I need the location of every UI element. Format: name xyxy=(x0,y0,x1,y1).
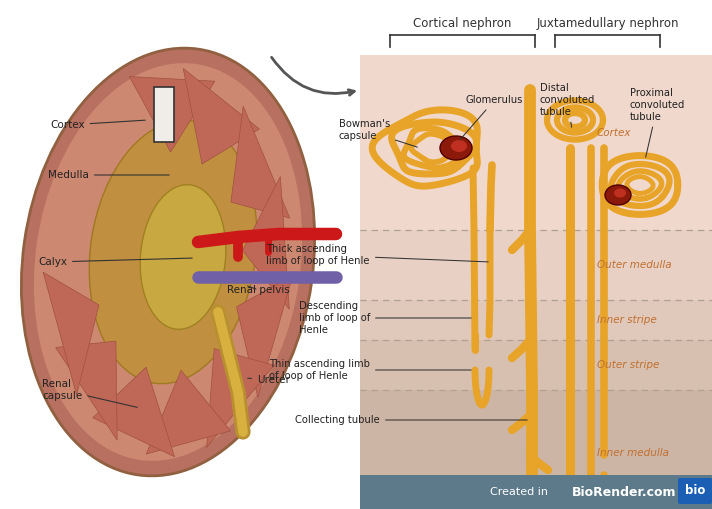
Polygon shape xyxy=(43,272,99,395)
Polygon shape xyxy=(236,275,293,398)
Polygon shape xyxy=(243,177,289,309)
Text: Cortex: Cortex xyxy=(597,127,632,137)
Bar xyxy=(360,340,712,390)
Bar xyxy=(360,475,712,509)
Bar xyxy=(360,230,712,300)
Ellipse shape xyxy=(21,48,315,476)
Ellipse shape xyxy=(89,120,257,384)
Text: Created in: Created in xyxy=(490,487,552,497)
Text: Medulla: Medulla xyxy=(48,170,169,180)
Text: Outer stripe: Outer stripe xyxy=(597,360,659,370)
Polygon shape xyxy=(206,349,274,447)
Ellipse shape xyxy=(440,136,472,160)
Text: Renal pelvis: Renal pelvis xyxy=(227,285,290,295)
Ellipse shape xyxy=(605,185,631,205)
Polygon shape xyxy=(93,367,174,457)
Polygon shape xyxy=(183,68,259,164)
Polygon shape xyxy=(56,341,117,440)
Polygon shape xyxy=(146,371,231,454)
Text: Thin ascending limb
of loop of Henle: Thin ascending limb of loop of Henle xyxy=(269,359,471,381)
Bar xyxy=(360,390,712,495)
Text: Glomerulus: Glomerulus xyxy=(460,95,523,140)
Text: Inner medulla: Inner medulla xyxy=(597,447,669,458)
Ellipse shape xyxy=(34,63,302,461)
Bar xyxy=(360,300,712,340)
Text: BioRender.com: BioRender.com xyxy=(572,486,676,498)
Text: Collecting tubule: Collecting tubule xyxy=(295,415,527,425)
Bar xyxy=(154,87,174,142)
Text: Thick ascending
limb of loop of Henle: Thick ascending limb of loop of Henle xyxy=(266,244,488,266)
Text: Ureter: Ureter xyxy=(248,375,290,385)
FancyBboxPatch shape xyxy=(678,478,712,504)
Text: Inner stripe: Inner stripe xyxy=(597,315,656,325)
Text: Distal
convoluted
tubule: Distal convoluted tubule xyxy=(540,83,595,127)
Text: Outer medulla: Outer medulla xyxy=(597,260,671,270)
Text: Descending
limb of loop of
Henle: Descending limb of loop of Henle xyxy=(298,301,471,334)
Text: Cortical nephron: Cortical nephron xyxy=(413,17,512,30)
Ellipse shape xyxy=(140,185,226,329)
Text: Calyx: Calyx xyxy=(38,257,192,267)
Text: Renal
capsule: Renal capsule xyxy=(42,379,137,407)
Text: Cortex: Cortex xyxy=(50,120,145,130)
Ellipse shape xyxy=(614,188,626,197)
Text: Proximal
convoluted
tubule: Proximal convoluted tubule xyxy=(630,89,686,157)
Text: bio: bio xyxy=(685,485,705,497)
Polygon shape xyxy=(130,76,215,152)
Ellipse shape xyxy=(451,140,467,152)
Polygon shape xyxy=(231,106,290,218)
Bar xyxy=(360,55,712,230)
Text: Juxtamedullary nephron: Juxtamedullary nephron xyxy=(536,17,679,30)
Text: Bowman's
capsule: Bowman's capsule xyxy=(339,119,417,147)
